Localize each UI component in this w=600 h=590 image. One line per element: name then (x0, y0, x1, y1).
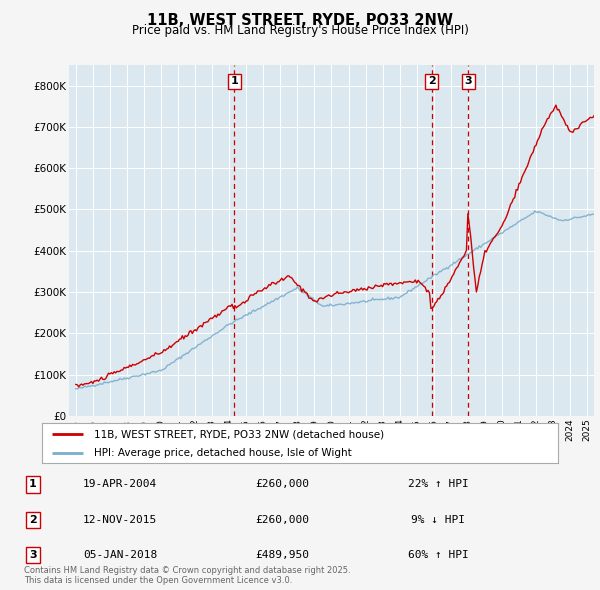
Text: 1: 1 (29, 480, 37, 489)
Text: 9% ↓ HPI: 9% ↓ HPI (411, 515, 465, 525)
Text: 22% ↑ HPI: 22% ↑ HPI (407, 480, 469, 489)
Text: HPI: Average price, detached house, Isle of Wight: HPI: Average price, detached house, Isle… (94, 448, 352, 458)
Text: Contains HM Land Registry data © Crown copyright and database right 2025.
This d: Contains HM Land Registry data © Crown c… (24, 566, 350, 585)
Text: 05-JAN-2018: 05-JAN-2018 (83, 550, 157, 560)
Text: 3: 3 (29, 550, 37, 560)
Text: 12-NOV-2015: 12-NOV-2015 (83, 515, 157, 525)
Text: £260,000: £260,000 (255, 480, 309, 489)
Text: 2: 2 (428, 77, 436, 86)
Text: 11B, WEST STREET, RYDE, PO33 2NW (detached house): 11B, WEST STREET, RYDE, PO33 2NW (detach… (94, 430, 384, 440)
Text: 1: 1 (230, 77, 238, 86)
Text: 11B, WEST STREET, RYDE, PO33 2NW: 11B, WEST STREET, RYDE, PO33 2NW (147, 13, 453, 28)
Text: £489,950: £489,950 (255, 550, 309, 560)
Text: £260,000: £260,000 (255, 515, 309, 525)
Text: 60% ↑ HPI: 60% ↑ HPI (407, 550, 469, 560)
Text: 2: 2 (29, 515, 37, 525)
Text: Price paid vs. HM Land Registry's House Price Index (HPI): Price paid vs. HM Land Registry's House … (131, 24, 469, 37)
Text: 19-APR-2004: 19-APR-2004 (83, 480, 157, 489)
Text: 3: 3 (464, 77, 472, 86)
